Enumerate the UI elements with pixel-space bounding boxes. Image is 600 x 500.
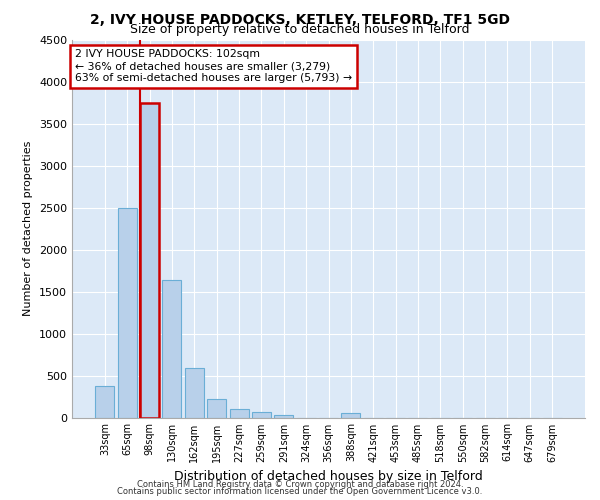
Text: Contains HM Land Registry data © Crown copyright and database right 2024.: Contains HM Land Registry data © Crown c…	[137, 480, 463, 489]
Bar	[274, 414, 293, 418]
Text: 2, IVY HOUSE PADDOCKS, KETLEY, TELFORD, TF1 5GD: 2, IVY HOUSE PADDOCKS, KETLEY, TELFORD, …	[90, 12, 510, 26]
Bar	[252, 412, 271, 418]
Bar	[341, 413, 361, 418]
X-axis label: Distribution of detached houses by size in Telford: Distribution of detached houses by size …	[174, 470, 483, 483]
Text: 2 IVY HOUSE PADDOCKS: 102sqm
← 36% of detached houses are smaller (3,279)
63% of: 2 IVY HOUSE PADDOCKS: 102sqm ← 36% of de…	[74, 50, 352, 82]
Bar	[95, 386, 115, 418]
Bar	[207, 398, 226, 417]
Bar	[163, 280, 181, 417]
Y-axis label: Number of detached properties: Number of detached properties	[23, 141, 34, 316]
Bar	[140, 103, 159, 418]
Bar	[185, 368, 204, 418]
Text: Size of property relative to detached houses in Telford: Size of property relative to detached ho…	[130, 22, 470, 36]
Bar	[118, 208, 137, 418]
Bar	[230, 408, 248, 418]
Text: Contains public sector information licensed under the Open Government Licence v3: Contains public sector information licen…	[118, 487, 482, 496]
